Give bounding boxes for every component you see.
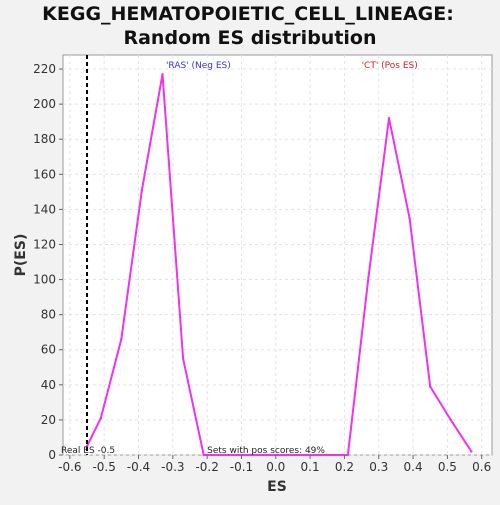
series-point [243,453,247,457]
x-axis-label: ES [267,479,287,495]
y-tick-label: 40 [41,378,56,392]
grid [63,55,492,456]
y-tick-label: 180 [33,132,56,146]
series-point [387,116,391,120]
x-axis-ticks: -0.6 -0.5 -0.4 -0.3 -0.2 -0.1 0.0 0.1 0.2 0.3 0.4 0… [58,455,491,474]
y-axis-label: P(ES) [13,234,29,277]
x-tick-label: 0.5 [438,460,457,474]
series-point [202,453,205,457]
x-tick-label: 0.6 [472,460,491,474]
y-tick-label: 60 [41,343,56,357]
series-point [449,418,453,422]
y-tick-label: 0 [48,448,56,462]
real-es-label: Real ES -0.5 [61,446,115,456]
series-point [85,445,89,448]
annotation-layer: 'RAS' (Neg ES) 'CT' (Pos ES) Sets with pos… [166,61,418,456]
y-axis-ticks: 0 20 40 60 80 100 120 140 160 180 200 220 [33,62,63,462]
series-point [470,450,473,453]
series-point [305,453,308,457]
y-tick-label: 220 [33,62,56,76]
pos-scores-note: Sets with pos scores: 49% [207,446,325,456]
y-tick-label: 140 [33,202,56,216]
real-es-layer: Real ES -0.5 [61,55,115,456]
series-point [429,385,432,388]
series-point [120,338,123,341]
x-tick-label: -0.2 [195,460,218,474]
series-point [264,453,267,457]
series-point [181,357,185,360]
y-tick-label: 100 [33,273,56,287]
x-tick-label: -0.3 [161,460,184,474]
chart-title-line2: Random ES distribution [123,27,376,49]
series-point [346,453,350,457]
x-tick-label: 0.1 [301,460,320,474]
y-tick-label: 80 [41,308,56,322]
annotation-label: 'RAS' (Neg ES) [166,61,231,71]
series-point [223,453,226,457]
series-point [367,276,370,280]
y-tick-label: 120 [33,237,56,251]
x-tick-label: -0.1 [230,460,253,474]
x-tick-label: 0.4 [404,460,423,474]
annotation-label: 'CT' (Pos ES) [362,61,418,71]
series-point [326,453,329,457]
x-tick-label: -0.5 [92,460,115,474]
series-point [99,416,102,420]
y-tick-label: 160 [33,167,56,181]
plot-area [62,54,493,456]
series-point [284,453,288,457]
x-tick-label: -0.4 [127,460,150,474]
y-tick-label: 200 [33,97,56,111]
chart-title-line1: KEGG_HEMATOPOIETIC_CELL_LINEAGE: [42,3,454,25]
x-tick-label: 0.3 [369,460,388,474]
y-tick-label: 20 [41,413,56,427]
series-point [140,188,144,192]
x-tick-label: 0.2 [335,460,354,474]
x-tick-label: -0.6 [58,460,81,474]
series-point [161,73,164,76]
series-point [408,216,411,220]
x-tick-label: 0.0 [266,460,285,474]
